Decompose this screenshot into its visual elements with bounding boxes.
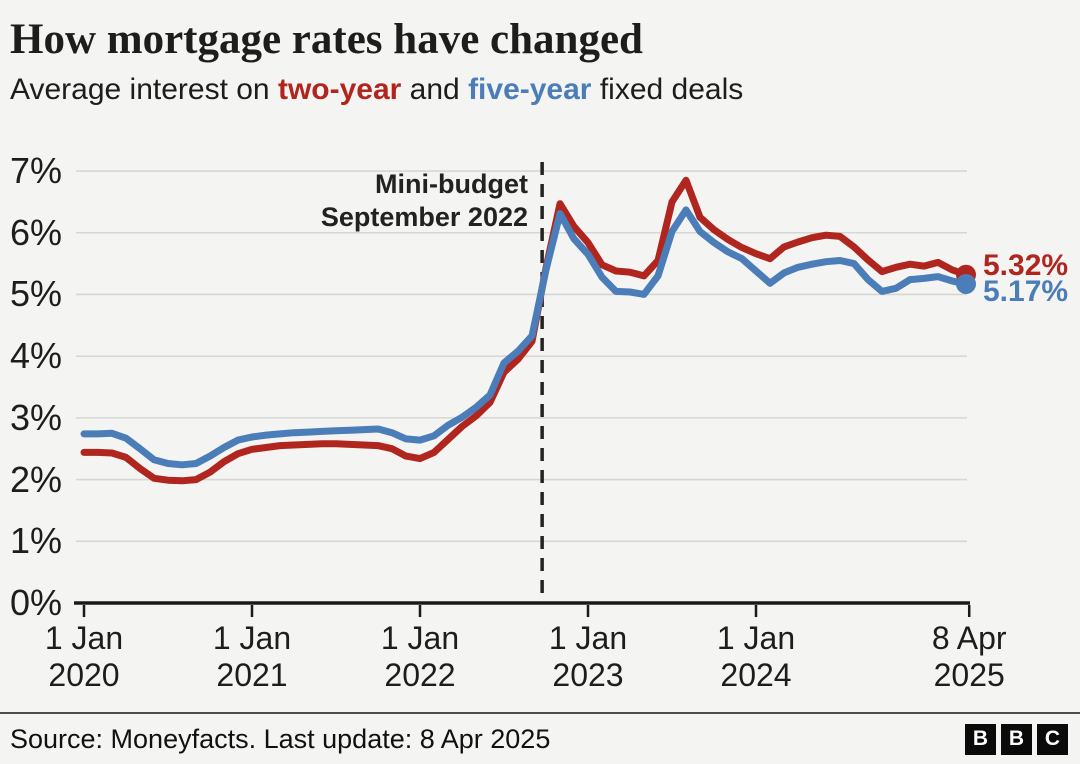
x-axis-label: 1 Jan 2024 bbox=[671, 620, 841, 694]
bbc-logo: B B C bbox=[965, 723, 1068, 755]
y-axis-label: 4% bbox=[9, 335, 62, 377]
chart-header: How mortgage rates have changed Average … bbox=[0, 0, 1080, 140]
y-axis-label: 2% bbox=[9, 458, 62, 500]
x-axis-label-line: 2023 bbox=[552, 657, 624, 693]
series-line-two-year bbox=[80, 176, 970, 485]
x-axis-label-line: 1 Jan bbox=[44, 620, 124, 656]
two-year-legend-label: two-year bbox=[277, 73, 402, 106]
five-year-legend-label: five-year bbox=[468, 73, 592, 106]
x-axis-label-line: 2020 bbox=[48, 657, 120, 693]
bbc-logo-letter: B bbox=[1001, 723, 1032, 755]
x-axis-label-line: 2021 bbox=[216, 657, 288, 693]
x-axis-label: 1 Jan 2020 bbox=[0, 620, 169, 694]
chart-subtitle: Average interest on two-year and five-ye… bbox=[10, 73, 1070, 107]
line-chart: Mini-budget September 2022 5.32% 5.17% 0… bbox=[0, 140, 1080, 712]
subtitle-text: fixed deals bbox=[591, 73, 744, 106]
plot-canvas bbox=[74, 162, 976, 617]
series-end-dot-five-year bbox=[956, 273, 976, 294]
source-note: Source: Moneyfacts. Last update: 8 Apr 2… bbox=[10, 723, 551, 754]
annotation-line-2: September 2022 bbox=[320, 202, 528, 232]
series-line-five-year bbox=[80, 206, 970, 469]
mini-budget-annotation: Mini-budget September 2022 bbox=[321, 168, 536, 234]
y-axis-label: 0% bbox=[9, 582, 62, 623]
y-axis-label: 1% bbox=[9, 520, 62, 562]
bbc-logo-letter: B bbox=[965, 723, 996, 755]
y-axis-label: 5% bbox=[9, 273, 62, 315]
x-axis-label: 8 Apr 2025 bbox=[884, 620, 1054, 694]
x-axis-label: 1 Jan 2022 bbox=[335, 620, 505, 694]
x-axis-label-line: 1 Jan bbox=[212, 620, 292, 656]
x-axis-label: 1 Jan 2021 bbox=[167, 620, 337, 694]
y-axis-label: 7% bbox=[9, 150, 62, 192]
five-year-end-value: 5.17% bbox=[983, 274, 1069, 308]
x-axis-label-line: 2024 bbox=[720, 657, 792, 693]
x-axis-label-line: 2025 bbox=[933, 657, 1005, 693]
x-axis-label-line: 2022 bbox=[384, 657, 456, 693]
chart-footer: Source: Moneyfacts. Last update: 8 Apr 2… bbox=[0, 712, 1080, 764]
x-axis-label-line: 1 Jan bbox=[380, 620, 460, 656]
subtitle-text: Average interest on bbox=[10, 73, 278, 106]
x-axis-label-line: 8 Apr bbox=[931, 620, 1007, 656]
chart-title: How mortgage rates have changed bbox=[10, 16, 643, 63]
x-axis-label: 1 Jan 2023 bbox=[503, 620, 673, 694]
two-year-end-value: 5.32% bbox=[983, 248, 1069, 282]
x-axis-label-line: 1 Jan bbox=[716, 620, 796, 656]
x-axis-label-line: 1 Jan bbox=[548, 620, 628, 656]
y-axis-label: 3% bbox=[9, 396, 62, 438]
bbc-logo-letter: C bbox=[1037, 723, 1068, 755]
subtitle-text: and bbox=[401, 73, 469, 106]
annotation-line-1: Mini-budget bbox=[375, 169, 528, 199]
y-axis-label: 6% bbox=[9, 211, 62, 253]
